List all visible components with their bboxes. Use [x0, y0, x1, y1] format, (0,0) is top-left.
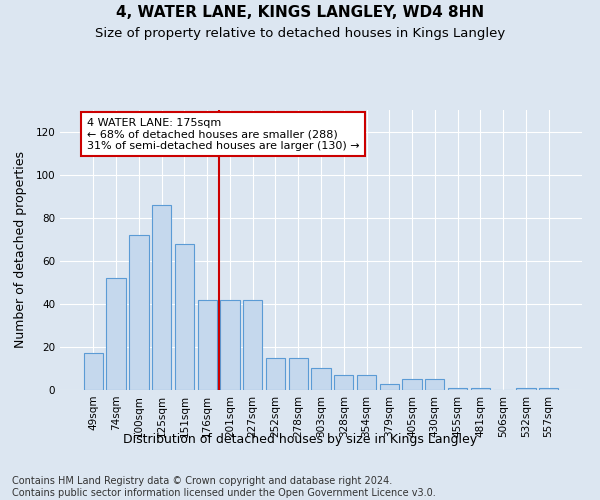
Bar [334, 375, 353, 390]
Bar [220, 300, 239, 390]
Bar [106, 278, 126, 390]
Bar [175, 244, 194, 390]
Bar [197, 300, 217, 390]
Bar [539, 388, 558, 390]
Y-axis label: Number of detached properties: Number of detached properties [14, 152, 27, 348]
Bar [448, 388, 467, 390]
Bar [129, 235, 149, 390]
Bar [152, 205, 172, 390]
Bar [311, 368, 331, 390]
Text: Size of property relative to detached houses in Kings Langley: Size of property relative to detached ho… [95, 28, 505, 40]
Bar [266, 358, 285, 390]
Bar [357, 375, 376, 390]
Text: 4 WATER LANE: 175sqm
← 68% of detached houses are smaller (288)
31% of semi-deta: 4 WATER LANE: 175sqm ← 68% of detached h… [86, 118, 359, 150]
Bar [380, 384, 399, 390]
Bar [84, 354, 103, 390]
Bar [403, 379, 422, 390]
Text: Contains HM Land Registry data © Crown copyright and database right 2024.
Contai: Contains HM Land Registry data © Crown c… [12, 476, 436, 498]
Bar [470, 388, 490, 390]
Bar [243, 300, 262, 390]
Bar [516, 388, 536, 390]
Text: Distribution of detached houses by size in Kings Langley: Distribution of detached houses by size … [123, 432, 477, 446]
Bar [425, 379, 445, 390]
Bar [289, 358, 308, 390]
Text: 4, WATER LANE, KINGS LANGLEY, WD4 8HN: 4, WATER LANE, KINGS LANGLEY, WD4 8HN [116, 5, 484, 20]
